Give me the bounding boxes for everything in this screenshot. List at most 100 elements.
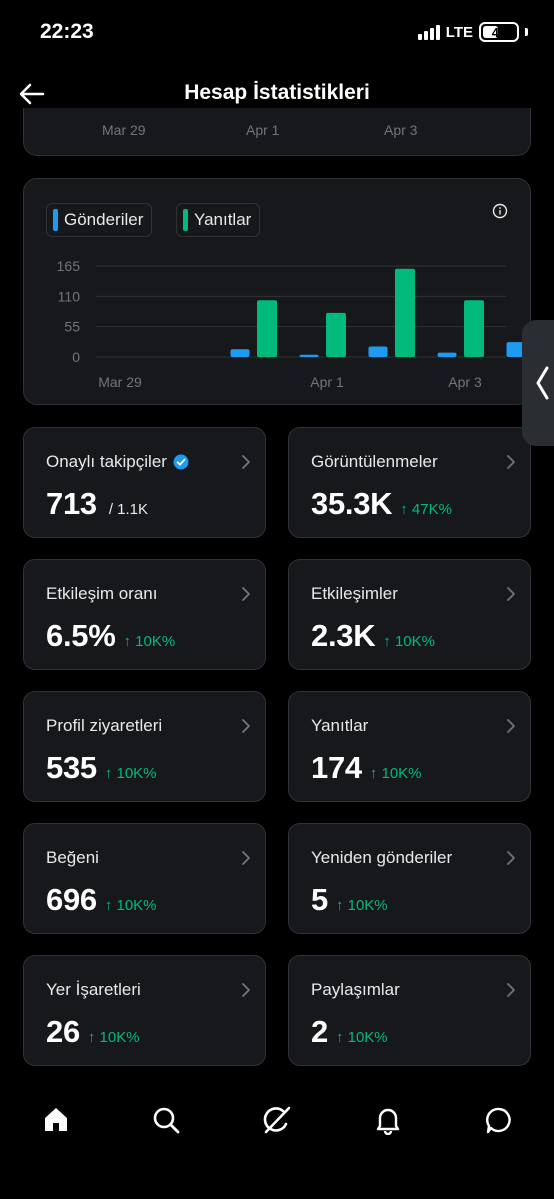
stat-card[interactable]: Profil ziyaretleri 535 ↑ 10K% bbox=[23, 691, 266, 802]
stat-value: 26 bbox=[46, 1014, 80, 1049]
stat-label: Yanıtlar bbox=[311, 716, 368, 736]
stat-change: ↑ 10K% bbox=[369, 765, 422, 782]
stat-label-text: Görüntülenmeler bbox=[311, 452, 438, 471]
stat-label: Etkileşim oranı bbox=[46, 584, 157, 604]
nav-grok[interactable] bbox=[259, 1102, 295, 1138]
stat-label: Profil ziyaretleri bbox=[46, 716, 162, 736]
bar-posts[interactable] bbox=[506, 342, 526, 357]
stat-change: ↑ 10K% bbox=[87, 1029, 140, 1046]
chevron-right-icon bbox=[242, 587, 250, 601]
chevron-right-icon bbox=[242, 983, 250, 997]
prev-x-label: Apr 1 bbox=[246, 122, 280, 138]
messages-icon bbox=[486, 1107, 511, 1134]
stat-value-row: 2.3K ↑ 10K% bbox=[311, 618, 435, 654]
legend-label: Yanıtlar bbox=[194, 210, 252, 229]
bottom-navigation bbox=[0, 1080, 554, 1170]
stat-card[interactable]: Görüntülenmeler 35.3K ↑ 47K% bbox=[288, 427, 531, 538]
y-tick-label: 110 bbox=[58, 288, 81, 304]
stat-label-text: Profil ziyaretleri bbox=[46, 716, 163, 735]
stat-label-text: Paylaşımlar bbox=[311, 980, 400, 999]
stat-label-text: Yer İşaretleri bbox=[46, 980, 141, 999]
stat-value: 35.3K bbox=[311, 486, 393, 521]
stat-value: 2 bbox=[311, 1014, 328, 1049]
x-tick-label: Apr 1 bbox=[310, 374, 344, 390]
network-type: LTE bbox=[445, 23, 473, 41]
nav-messages[interactable] bbox=[481, 1102, 517, 1138]
stat-value: 2.3K bbox=[311, 618, 376, 653]
chart-card: Gönderiler Yanıtlar 0 55 110 165 Mar 29 Apr 1… bbox=[23, 178, 531, 405]
bar-posts[interactable] bbox=[299, 354, 319, 357]
stat-value-row: 174 ↑ 10K% bbox=[311, 750, 422, 786]
stat-change: ↑ 10K% bbox=[123, 633, 176, 650]
info-icon[interactable] bbox=[492, 203, 508, 219]
chevron-right-icon bbox=[507, 983, 515, 997]
chevron-right-icon bbox=[507, 719, 515, 733]
nav-search[interactable] bbox=[148, 1102, 184, 1138]
stat-value: 6.5% bbox=[46, 618, 116, 653]
chevron-right-icon bbox=[242, 851, 250, 865]
legend-item-posts[interactable]: Gönderiler bbox=[46, 203, 153, 237]
bell-icon bbox=[376, 1108, 400, 1135]
signal-icon bbox=[417, 24, 440, 40]
bar-replies[interactable] bbox=[326, 312, 346, 357]
header: Hesap İstatistikleri bbox=[0, 64, 554, 124]
bar-posts[interactable] bbox=[437, 352, 457, 357]
stat-card[interactable]: Paylaşımlar 2 ↑ 10K% bbox=[288, 955, 531, 1066]
stat-label: Beğeni bbox=[46, 848, 99, 868]
stat-card[interactable]: Etkileşim oranı 6.5% ↑ 10K% bbox=[23, 559, 266, 670]
stat-value: 535 bbox=[46, 750, 97, 785]
battery-level: 43 bbox=[491, 24, 507, 40]
stat-card[interactable]: Yeniden gönderiler 5 ↑ 10K% bbox=[288, 823, 531, 934]
stat-card[interactable]: Onaylı takipçiler 713 / 1.1K bbox=[23, 427, 266, 538]
stat-value-row: 713 / 1.1K bbox=[46, 486, 148, 522]
legend-swatch bbox=[183, 209, 188, 231]
nav-notifications[interactable] bbox=[370, 1102, 406, 1138]
side-panel-handle[interactable] bbox=[522, 320, 554, 446]
nav-home[interactable] bbox=[38, 1102, 74, 1138]
bar-replies[interactable] bbox=[464, 300, 484, 357]
verified-badge-icon bbox=[173, 454, 189, 470]
chevron-right-icon bbox=[507, 851, 515, 865]
y-tick-label: 55 bbox=[64, 319, 80, 335]
prev-x-label: Mar 29 bbox=[102, 122, 146, 138]
stat-card[interactable]: Yer İşaretleri 26 ↑ 10K% bbox=[23, 955, 266, 1066]
stat-label: Yer İşaretleri bbox=[46, 980, 141, 1000]
stat-value-row: 535 ↑ 10K% bbox=[46, 750, 157, 786]
stat-label: Görüntülenmeler bbox=[311, 452, 438, 472]
bar-posts[interactable] bbox=[368, 346, 388, 357]
stat-value: 174 bbox=[311, 750, 362, 785]
y-tick-label: 0 bbox=[72, 349, 80, 365]
bar-replies[interactable] bbox=[395, 268, 415, 357]
status-time: 22:23 bbox=[40, 20, 94, 43]
battery-icon: 43 bbox=[479, 22, 519, 42]
bar-chart: 0 55 110 165 Mar 29 Apr 1 Apr 3 bbox=[57, 258, 526, 390]
home-icon bbox=[45, 1108, 67, 1131]
legend-item-replies[interactable]: Yanıtlar bbox=[176, 203, 261, 237]
grok-icon bbox=[263, 1106, 291, 1134]
stat-value-row: 35.3K ↑ 47K% bbox=[311, 486, 452, 522]
bar-replies[interactable] bbox=[257, 300, 277, 357]
stat-card[interactable]: Yanıtlar 174 ↑ 10K% bbox=[288, 691, 531, 802]
stat-label-text: Beğeni bbox=[46, 848, 99, 867]
status-bar: 22:23 LTE 43 bbox=[0, 0, 554, 64]
stat-value-row: 2 ↑ 10K% bbox=[311, 1014, 388, 1050]
stat-card[interactable]: Etkileşimler 2.3K ↑ 10K% bbox=[288, 559, 531, 670]
stat-change: ↑ 10K% bbox=[383, 633, 435, 650]
previous-chart-card: Mar 29 Apr 1 Apr 3 bbox=[23, 108, 531, 156]
back-button[interactable] bbox=[16, 78, 48, 110]
stat-change: ↑ 10K% bbox=[104, 897, 157, 914]
stat-change: ↑ 10K% bbox=[335, 897, 388, 914]
chevron-right-icon bbox=[242, 719, 250, 733]
bar-posts[interactable] bbox=[230, 349, 250, 357]
stat-change: ↑ 10K% bbox=[104, 765, 157, 782]
stat-value: 5 bbox=[311, 882, 328, 917]
stat-card[interactable]: Beğeni 696 ↑ 10K% bbox=[23, 823, 266, 934]
stat-value: 713 bbox=[46, 486, 97, 521]
x-tick-label: Apr 3 bbox=[448, 374, 482, 390]
stat-change: ↑ 10K% bbox=[335, 1029, 388, 1046]
chevron-left-icon bbox=[536, 366, 549, 400]
stat-label-text: Etkileşimler bbox=[311, 584, 398, 603]
stat-label-text: Yeniden gönderiler bbox=[311, 848, 453, 867]
stat-value: 696 bbox=[46, 882, 97, 917]
back-arrow-icon bbox=[19, 83, 45, 105]
